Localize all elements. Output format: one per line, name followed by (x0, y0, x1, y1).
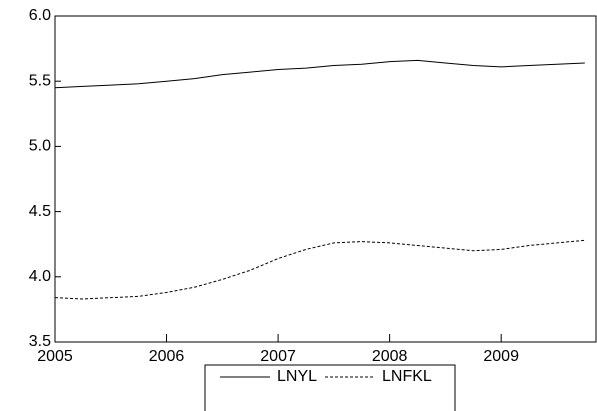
y-tick-label: 5.5 (29, 72, 51, 89)
legend-box (204, 364, 456, 411)
x-tick-label: 2006 (149, 348, 185, 365)
series-line (54, 59, 585, 89)
x-tick-label: 2009 (483, 348, 519, 365)
series-line (54, 239, 585, 300)
x-tick-label: 2008 (372, 348, 408, 365)
y-tick-label: 5.0 (29, 138, 51, 155)
x-tick-label: 2005 (37, 348, 73, 365)
legend-label: LNYL (277, 368, 317, 385)
y-tick-label: 3.5 (29, 333, 51, 350)
plot-frame (54, 15, 597, 343)
x-tick-label: 2007 (260, 348, 296, 365)
y-tick-label: 6.0 (29, 7, 51, 24)
legend-label: LNFKL (382, 368, 432, 385)
y-tick-label: 4.0 (29, 268, 51, 285)
y-tick-label: 4.5 (29, 203, 51, 220)
